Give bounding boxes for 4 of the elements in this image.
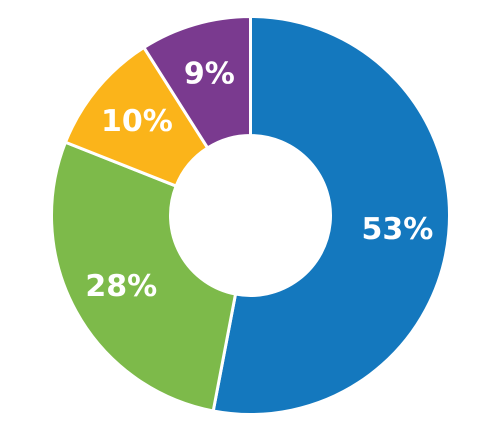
data-label: 10%	[100, 104, 173, 139]
data-label: 28%	[85, 269, 158, 304]
data-label: 9%	[184, 56, 235, 92]
data-label: 53%	[361, 212, 434, 247]
